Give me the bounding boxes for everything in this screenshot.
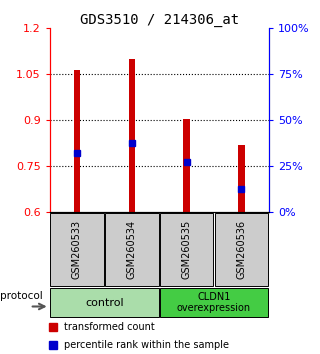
Bar xyxy=(160,288,268,317)
Text: control: control xyxy=(85,298,124,308)
Title: GDS3510 / 214306_at: GDS3510 / 214306_at xyxy=(80,13,239,27)
Bar xyxy=(214,213,268,286)
Bar xyxy=(129,59,135,212)
Bar xyxy=(50,213,104,286)
Bar xyxy=(50,288,159,317)
Text: protocol: protocol xyxy=(0,291,43,301)
Text: CLDN1
overexpression: CLDN1 overexpression xyxy=(177,292,251,314)
Text: transformed count: transformed count xyxy=(64,322,155,332)
Text: GSM260533: GSM260533 xyxy=(72,220,82,279)
Text: GSM260534: GSM260534 xyxy=(127,220,137,279)
Text: GSM260535: GSM260535 xyxy=(182,220,192,279)
Bar xyxy=(160,213,213,286)
Bar xyxy=(238,145,245,212)
Text: GSM260536: GSM260536 xyxy=(236,220,246,279)
Bar xyxy=(105,213,159,286)
Text: percentile rank within the sample: percentile rank within the sample xyxy=(64,340,229,350)
Bar xyxy=(74,70,80,212)
Bar xyxy=(183,119,190,212)
